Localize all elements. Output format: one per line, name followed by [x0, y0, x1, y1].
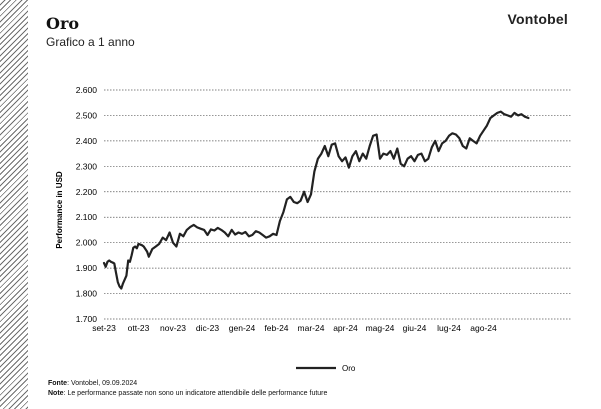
y-tick-label: 1.900 — [76, 263, 98, 273]
series-line-oro — [102, 110, 530, 290]
y-tick-label: 2.200 — [76, 187, 98, 197]
chart-title: Oro — [46, 14, 80, 33]
legend-label: Oro — [342, 364, 356, 373]
x-tick-label: mar-24 — [298, 323, 325, 333]
footer-note-text: Le performance passate non sono un indic… — [67, 390, 328, 397]
footer-source-label: Fonte — [48, 380, 68, 387]
footer-source-text: Vontobel, 09.09.2024 — [70, 380, 138, 387]
footer-note-label: Note — [48, 390, 64, 397]
y-tick-label: 2.500 — [76, 110, 98, 120]
y-tick-labels: 1.700 1.800 1.900 2.000 2.100 2.200 2.300 2.400… — [76, 85, 98, 324]
hatch-decoration — [0, 0, 28, 409]
x-tick-label: ott-23 — [128, 323, 150, 333]
y-tick-label: 2.100 — [76, 212, 98, 222]
y-tick-label: 2.400 — [76, 136, 98, 146]
y-tick-label: 1.800 — [76, 289, 98, 299]
x-tick-label: apr-24 — [333, 323, 358, 333]
x-tick-label: giu-24 — [403, 323, 427, 333]
x-tick-label: nov-23 — [160, 323, 186, 333]
x-tick-label: mag-24 — [366, 323, 395, 333]
footer-source: Fonte: Vontobel, 09.09.2024 — [48, 380, 138, 387]
x-tick-label: ago-24 — [470, 323, 497, 333]
y-tick-label: 1.700 — [76, 314, 98, 324]
y-tick-label: 2.300 — [76, 161, 98, 171]
x-tick-label: set-23 — [92, 323, 116, 333]
y-axis-label: Performance in USD — [55, 171, 64, 249]
y-tick-label: 2.600 — [76, 85, 98, 95]
footer-note: Note: Le performance passate non sono un… — [48, 390, 328, 397]
chart-subtitle: Grafico a 1 anno — [46, 35, 135, 49]
x-tick-label: dic-23 — [196, 323, 219, 333]
x-tick-label: feb-24 — [264, 323, 288, 333]
brand-logo: Vontobel — [507, 11, 568, 27]
x-tick-label: gen-24 — [229, 323, 256, 333]
x-tick-label: lug-24 — [437, 323, 461, 333]
y-tick-label: 2.000 — [76, 238, 98, 248]
grid-lines — [104, 89, 572, 320]
x-tick-labels: set-23 ott-23 nov-23 dic-23 gen-24 feb-24 mar-… — [92, 323, 497, 333]
